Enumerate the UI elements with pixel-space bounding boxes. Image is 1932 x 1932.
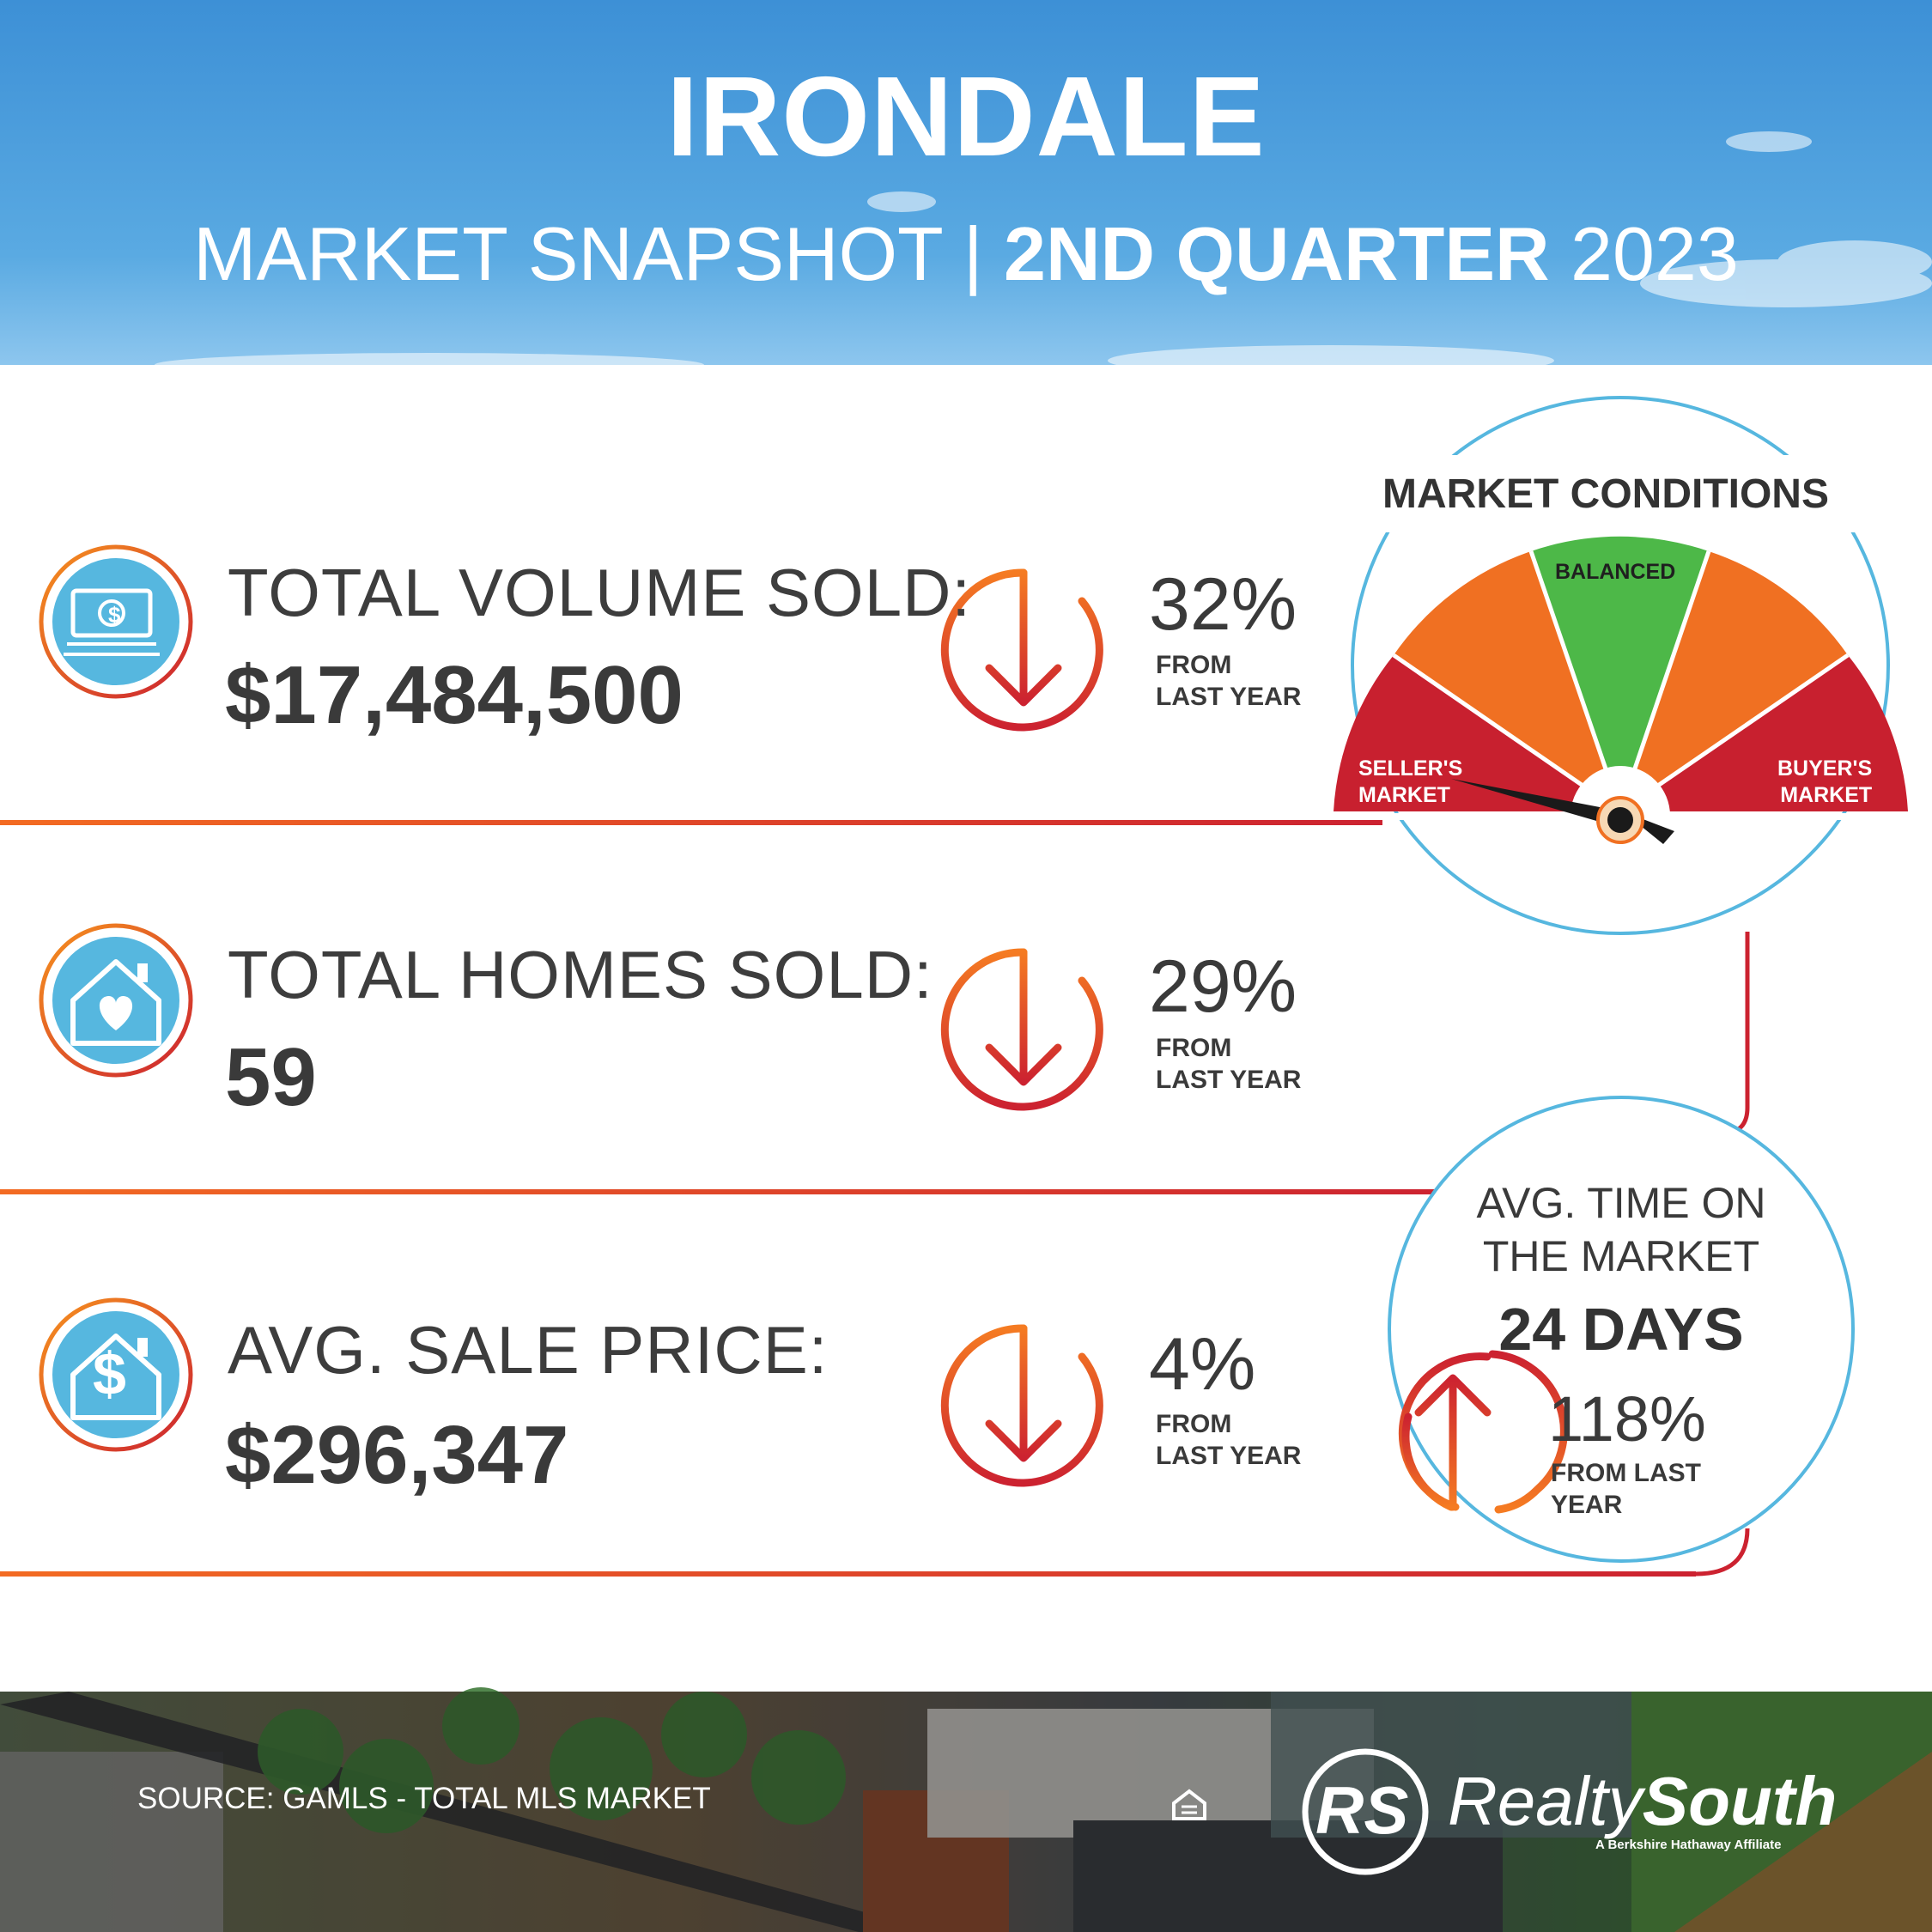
gauge-segment-buyers (1620, 655, 1908, 811)
page-title: IRONDALE (666, 53, 1266, 179)
caption-line: LAST YEAR (1156, 683, 1302, 711)
buyer-line: BUYER'S (1777, 756, 1873, 781)
price-change: 4% (1149, 1323, 1256, 1406)
money-icon (39, 544, 193, 699)
gauge-segment-sellers (1334, 655, 1620, 811)
down-arrow-icon (940, 1324, 1103, 1487)
city-photo-footer (0, 1687, 1932, 1932)
bill-dollar-glyph: $ (108, 602, 121, 628)
subtitle-quarter: 2ND QUARTER (1004, 211, 1550, 296)
seller-line: MARKET (1358, 783, 1450, 807)
buyer-line: MARKET (1780, 783, 1873, 807)
homes-label: TOTAL HOMES SOLD: (228, 937, 933, 1012)
caption-line: LAST YEAR (1156, 1442, 1302, 1470)
avg-time-change-caption: FROM LAST YEAR (1551, 1457, 1701, 1521)
equal-housing-opportunity-icon (1172, 1789, 1206, 1820)
avg-time-line: AVG. TIME ON (1476, 1179, 1766, 1227)
stat-icons (39, 544, 193, 1452)
volume-change: 32% (1149, 563, 1297, 646)
avg-time-panel (1388, 1096, 1855, 1563)
homes-change: 29% (1149, 945, 1297, 1028)
gauge-buyer-label: BUYER'S MARKET (1777, 756, 1872, 809)
brand-tagline: A Berkshire Hathaway Affiliate (1595, 1838, 1782, 1852)
avg-time-change: 118% (1548, 1383, 1706, 1455)
volume-value: $17,484,500 (225, 649, 683, 741)
brand-regular: Realty (1448, 1763, 1643, 1839)
dollar-sign-glyph: $ (93, 1340, 126, 1407)
sky-banner (0, 0, 1932, 365)
page-subtitle: MARKET SNAPSHOT | 2ND QUARTER 2023 (0, 210, 1932, 298)
gauge-needle (1451, 779, 1618, 826)
avg-time-value: 24 DAYS (1498, 1296, 1744, 1363)
down-arrow-icon (940, 568, 1103, 732)
avg-time-label: AVG. TIME ON THE MARKET (1449, 1176, 1793, 1283)
volume-change-caption: FROM LAST YEAR (1156, 649, 1301, 713)
gauge-segment-balanced (1531, 536, 1709, 811)
realtysouth-logo-mark (1302, 1748, 1429, 1875)
market-conditions-gauge (1327, 396, 1915, 935)
price-change-caption: FROM LAST YEAR (1156, 1408, 1301, 1472)
gauge-title: MARKET CONDITIONS (1382, 471, 1829, 517)
caption-line: FROM (1156, 1410, 1232, 1438)
subtitle-prefix: MARKET SNAPSHOT (193, 211, 943, 296)
caption-line: LAST YEAR (1156, 1066, 1302, 1094)
brand-bold: South (1642, 1763, 1838, 1839)
price-value: $296,347 (225, 1409, 569, 1501)
avg-time-line: THE MARKET (1482, 1232, 1760, 1280)
subtitle-year: 2023 (1571, 211, 1739, 296)
gauge-segment-seller-lean (1394, 551, 1620, 811)
homes-change-caption: FROM LAST YEAR (1156, 1032, 1301, 1096)
clouds (155, 131, 1932, 377)
source-note: SOURCE: GAMLS - TOTAL MLS MARKET (137, 1782, 711, 1815)
brand-name: RealtySouth (1448, 1762, 1837, 1841)
trend-arrows (940, 568, 1103, 1487)
gauge-balanced-label: BALANCED (1555, 560, 1676, 584)
seller-line: SELLER'S (1358, 756, 1463, 781)
realtysouth-monogram: RS (1315, 1772, 1409, 1848)
up-arrow-icon (1398, 1350, 1568, 1514)
homes-value: 59 (225, 1031, 317, 1123)
volume-label: TOTAL VOLUME SOLD: (228, 555, 972, 630)
house-dollar-icon (39, 1297, 193, 1452)
caption-line: FROM (1156, 1034, 1232, 1062)
caption-line: FROM LAST (1551, 1459, 1701, 1487)
gauge-segment-buyer-lean (1620, 551, 1848, 811)
gauge-seller-label: SELLER'S MARKET (1358, 756, 1462, 809)
price-label: AVG. SALE PRICE: (228, 1312, 829, 1388)
down-arrow-icon (940, 948, 1103, 1111)
subtitle-separator: | (963, 211, 983, 296)
caption-line: YEAR (1551, 1491, 1623, 1519)
house-heart-icon (39, 923, 193, 1078)
caption-line: FROM (1156, 651, 1232, 679)
